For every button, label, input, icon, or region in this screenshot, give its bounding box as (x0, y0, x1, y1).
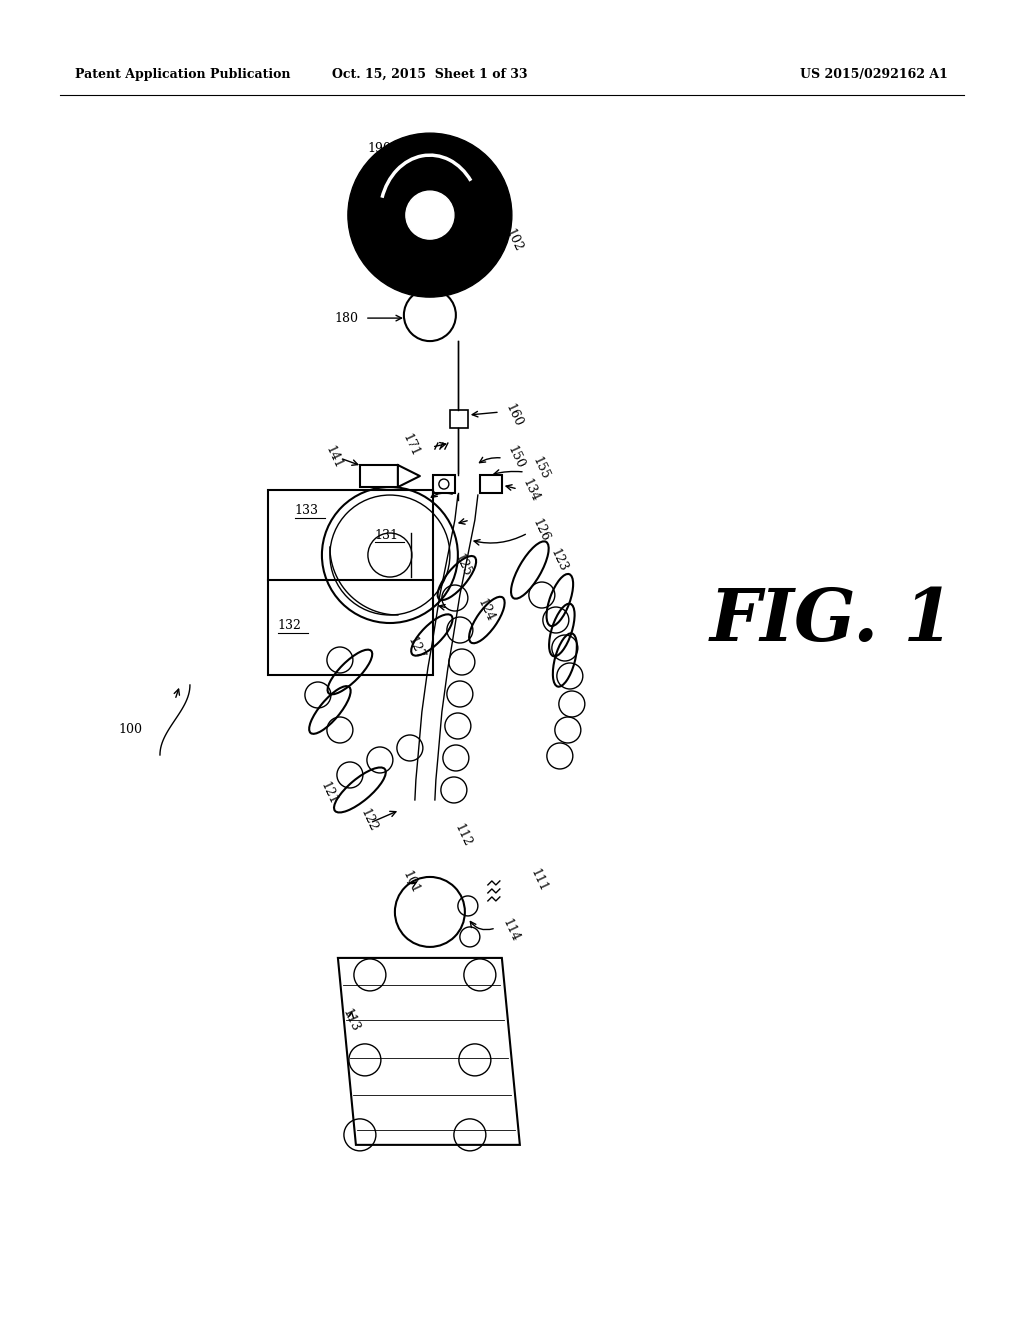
Text: 123: 123 (548, 546, 569, 574)
Text: FIG. 1: FIG. 1 (710, 585, 954, 656)
Text: 114: 114 (500, 916, 522, 944)
Text: 133: 133 (295, 503, 318, 516)
Text: 121: 121 (317, 779, 340, 807)
Text: 132: 132 (278, 619, 302, 631)
Text: 122: 122 (358, 807, 380, 833)
Text: 113: 113 (340, 1006, 361, 1034)
Text: US 2015/0292162 A1: US 2015/0292162 A1 (800, 69, 947, 81)
Polygon shape (398, 465, 420, 487)
Text: Oct. 15, 2015  Sheet 1 of 33: Oct. 15, 2015 Sheet 1 of 33 (332, 69, 527, 81)
Bar (268, 490, 433, 675)
Text: 134: 134 (520, 477, 542, 504)
Bar (433, 475, 455, 494)
Text: 131: 131 (375, 528, 399, 541)
Text: 155: 155 (529, 454, 552, 482)
Bar (480, 475, 502, 494)
Text: 101: 101 (400, 869, 422, 895)
Circle shape (348, 133, 512, 297)
Text: 127: 127 (404, 635, 427, 661)
Text: 126: 126 (529, 516, 552, 544)
Text: 160: 160 (503, 401, 524, 429)
Text: 124: 124 (475, 597, 497, 623)
Text: 171: 171 (400, 432, 422, 458)
Text: 112: 112 (452, 821, 474, 849)
Text: Patent Application Publication: Patent Application Publication (75, 69, 291, 81)
Bar (359, 465, 398, 487)
Text: 125: 125 (452, 552, 474, 578)
Circle shape (406, 191, 454, 239)
Text: 141: 141 (323, 444, 345, 471)
Bar (450, 411, 468, 428)
Polygon shape (338, 958, 520, 1144)
Text: 102: 102 (503, 227, 524, 253)
Text: 150: 150 (505, 444, 526, 471)
Text: 180: 180 (335, 312, 358, 325)
Text: 190: 190 (368, 141, 392, 154)
Text: 100: 100 (118, 723, 142, 737)
Text: 111: 111 (527, 866, 550, 894)
